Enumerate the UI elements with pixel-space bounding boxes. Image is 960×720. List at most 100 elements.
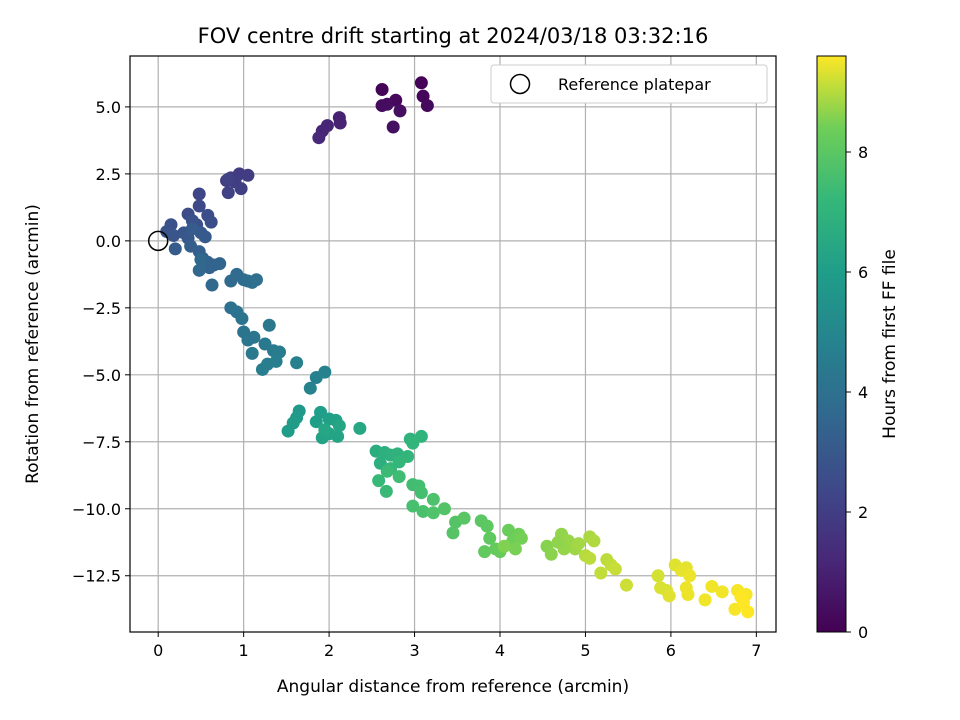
data-point xyxy=(392,470,406,484)
data-point xyxy=(281,424,295,438)
data-point xyxy=(167,228,181,242)
data-point xyxy=(249,273,263,287)
data-point xyxy=(406,436,420,450)
data-point xyxy=(380,97,394,111)
legend-box xyxy=(490,64,768,104)
data-point xyxy=(480,519,494,533)
colorbar-tick-label: 4 xyxy=(858,383,868,402)
data-point xyxy=(309,415,323,429)
data-point xyxy=(457,511,471,525)
data-point xyxy=(386,120,400,134)
data-point xyxy=(247,330,261,344)
data-point xyxy=(303,381,317,395)
data-point xyxy=(705,579,719,593)
plot-area xyxy=(130,56,776,632)
data-point xyxy=(393,104,407,118)
data-point xyxy=(583,551,597,565)
colorbar-label: Hours from first FF file xyxy=(880,249,900,439)
data-point xyxy=(375,82,389,96)
data-point xyxy=(446,526,460,540)
y-axis-ticks: 5.0 2.5 0.0 −2.5 −5.0 −7.5 −10.0 −12.5 xyxy=(72,98,130,586)
data-point xyxy=(502,523,516,537)
chart-title: FOV centre drift starting at 2024/03/18 … xyxy=(198,24,709,48)
reference-marker-group xyxy=(147,230,169,252)
data-point xyxy=(587,534,601,548)
x-tick-label: 4 xyxy=(495,641,505,660)
x-tick-label: 7 xyxy=(751,641,761,660)
data-point xyxy=(420,99,434,113)
data-point xyxy=(698,593,712,607)
data-point xyxy=(192,199,206,213)
data-point xyxy=(380,464,394,478)
data-point xyxy=(426,492,440,506)
data-point xyxy=(205,278,219,292)
colorbar-tick-label: 8 xyxy=(858,143,868,162)
data-point xyxy=(741,605,755,619)
data-point xyxy=(544,547,558,561)
data-point xyxy=(662,589,676,603)
data-point xyxy=(234,182,248,196)
data-point xyxy=(572,537,586,551)
data-point xyxy=(290,356,304,370)
data-point xyxy=(651,569,665,583)
legend-marker-icon xyxy=(509,73,531,95)
y-axis-label: Rotation from reference (arcmin) xyxy=(23,204,43,484)
data-point xyxy=(318,365,332,379)
data-point xyxy=(332,419,346,433)
data-point xyxy=(198,230,212,244)
data-point xyxy=(414,76,428,90)
data-point xyxy=(379,484,393,498)
data-point xyxy=(619,578,633,592)
data-points xyxy=(160,76,755,619)
colorbar-tick-label: 2 xyxy=(858,503,868,522)
data-point xyxy=(497,539,511,553)
data-point xyxy=(594,566,608,580)
y-tick-label: 0.0 xyxy=(96,232,121,251)
reference-marker xyxy=(147,230,169,252)
x-tick-label: 5 xyxy=(580,641,590,660)
x-tick-label: 1 xyxy=(239,641,249,660)
data-point xyxy=(715,585,729,599)
data-point xyxy=(426,506,440,520)
data-point xyxy=(269,354,283,368)
data-point xyxy=(213,257,227,271)
data-point xyxy=(221,172,235,186)
data-point xyxy=(245,346,259,360)
y-tick-label: −5.0 xyxy=(82,366,121,385)
x-tick-label: 3 xyxy=(409,641,419,660)
data-point xyxy=(221,186,235,200)
data-point xyxy=(416,504,430,518)
colorbar-tick-label: 6 xyxy=(858,263,868,282)
x-axis-ticks: 0 1 2 3 4 5 6 7 xyxy=(153,632,761,660)
data-point xyxy=(192,187,206,201)
data-point xyxy=(508,542,522,556)
plot-frame xyxy=(129,55,777,633)
x-tick-label: 6 xyxy=(666,641,676,660)
data-point xyxy=(262,318,276,332)
legend: Reference platepar xyxy=(490,64,768,104)
colorbar-ticks: 0 2 4 6 8 xyxy=(846,143,868,642)
y-tick-label: −12.5 xyxy=(72,567,121,586)
data-point xyxy=(204,215,218,229)
data-point xyxy=(478,545,492,559)
data-point xyxy=(681,587,695,601)
data-point xyxy=(255,362,269,376)
data-point xyxy=(168,242,182,256)
data-point xyxy=(312,131,326,145)
data-point xyxy=(406,499,420,513)
data-point xyxy=(235,312,249,326)
data-point xyxy=(414,486,428,500)
y-tick-label: 5.0 xyxy=(96,98,121,117)
data-point xyxy=(514,531,528,545)
x-tick-label: 2 xyxy=(324,641,334,660)
data-point xyxy=(192,263,206,277)
data-point xyxy=(331,429,345,443)
data-point xyxy=(241,168,255,182)
data-point xyxy=(185,222,199,236)
data-point xyxy=(608,562,622,576)
data-point xyxy=(683,569,697,583)
x-axis-label: Angular distance from reference (arcmin) xyxy=(277,677,629,697)
data-point xyxy=(551,535,565,549)
data-point xyxy=(333,116,347,130)
